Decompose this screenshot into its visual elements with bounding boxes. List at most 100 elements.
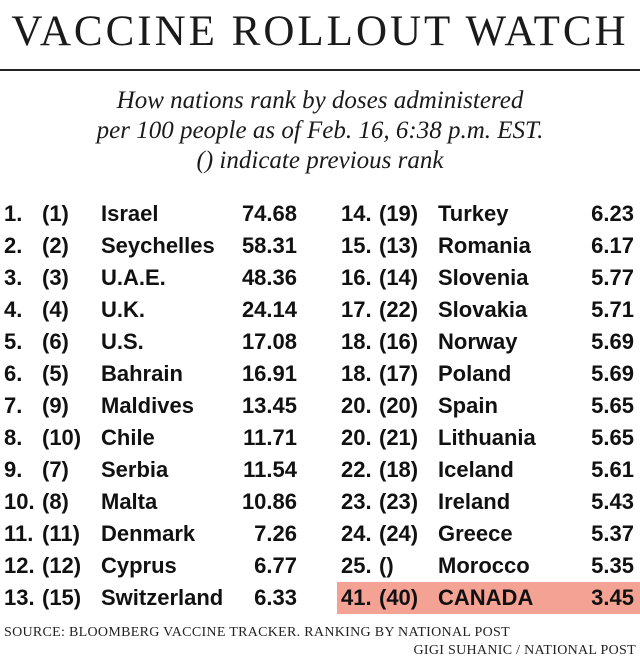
- country-name: Romania: [438, 233, 531, 258]
- doses-value: 3.45: [591, 585, 634, 610]
- country-name: Serbia: [101, 457, 169, 482]
- ranking-row: 22. (18) Iceland 5.61: [337, 454, 640, 486]
- source-note: SOURCE: BLOOMBERG VACCINE TRACKER. RANKI…: [4, 625, 510, 640]
- doses-value: 5.71: [591, 297, 634, 322]
- doses-value: 5.65: [591, 393, 634, 418]
- rank-number: 1.: [4, 201, 23, 226]
- ranking-row-highlighted: 41. (40) CANADA 3.45: [337, 582, 640, 614]
- ranking-row: 11. (11) Denmark 7.26: [0, 518, 303, 550]
- rank-number: 9.: [4, 457, 23, 482]
- doses-value: 6.77: [254, 553, 297, 578]
- country-name: Iceland: [438, 457, 514, 482]
- rank-number: 3.: [4, 265, 23, 290]
- previous-rank: (15): [42, 585, 82, 610]
- previous-rank: (): [379, 553, 394, 578]
- rank-number: 6.: [4, 361, 23, 386]
- doses-value: 7.26: [254, 521, 297, 546]
- previous-rank: (40): [379, 585, 419, 610]
- rank-number: 11.: [4, 521, 34, 546]
- doses-value: 5.77: [591, 265, 634, 290]
- rank-number: 7.: [4, 393, 23, 418]
- country-name: Turkey: [438, 201, 509, 226]
- doses-value: 6.17: [591, 233, 634, 258]
- previous-rank: (19): [379, 201, 419, 226]
- rank-number: 12.: [4, 553, 35, 578]
- country-name: Norway: [438, 329, 518, 354]
- previous-rank: (2): [42, 233, 69, 258]
- ranking-row: 17. (22) Slovakia 5.71: [337, 294, 640, 326]
- subtitle: How nations rank by doses administered p…: [0, 86, 640, 176]
- ranking-row: 6. (5) Bahrain 16.91: [0, 358, 303, 390]
- previous-rank: (11): [42, 521, 80, 546]
- previous-rank: (24): [379, 521, 419, 546]
- rank-number: 18.: [341, 329, 372, 354]
- country-name: U.A.E.: [101, 265, 166, 290]
- ranking-row: 18. (17) Poland 5.69: [337, 358, 640, 390]
- ranking-row: 23. (23) Ireland 5.43: [337, 486, 640, 518]
- previous-rank: (12): [42, 553, 82, 578]
- rank-number: 20.: [341, 393, 372, 418]
- rank-number: 25.: [341, 553, 372, 578]
- doses-value: 5.61: [591, 457, 634, 482]
- country-name: Morocco: [438, 553, 530, 578]
- previous-rank: (7): [42, 457, 69, 482]
- ranking-row: 20. (21) Lithuania 5.65: [337, 422, 640, 454]
- rank-number: 8.: [4, 425, 23, 450]
- country-name: CANADA: [438, 585, 534, 610]
- ranking-row: 8. (10) Chile 11.71: [0, 422, 303, 454]
- previous-rank: (6): [42, 329, 69, 354]
- previous-rank: (1): [42, 201, 69, 226]
- subtitle-line: () indicate previous rank: [196, 147, 444, 174]
- previous-rank: (3): [42, 265, 69, 290]
- country-name: Greece: [438, 521, 513, 546]
- country-name: Chile: [101, 425, 155, 450]
- country-name: Switzerland: [101, 585, 224, 610]
- credit-line: GIGI SUHANIC / NATIONAL POST: [413, 643, 636, 658]
- rank-number: 24.: [341, 521, 372, 546]
- country-name: Israel: [101, 201, 159, 226]
- ranking-row: 14. (19) Turkey 6.23: [337, 198, 640, 230]
- previous-rank: (4): [42, 297, 69, 322]
- country-name: Malta: [101, 489, 158, 514]
- ranking-row: 25. () Morocco 5.35: [337, 550, 640, 582]
- ranking-row: 24. (24) Greece 5.37: [337, 518, 640, 550]
- rank-number: 14.: [341, 201, 372, 226]
- ranking-row: 2. (2) Seychelles 58.31: [0, 230, 303, 262]
- previous-rank: (14): [379, 265, 419, 290]
- previous-rank: (17): [379, 361, 419, 386]
- country-name: Spain: [438, 393, 498, 418]
- country-name: Seychelles: [101, 233, 215, 258]
- rank-number: 23.: [341, 489, 372, 514]
- doses-value: 5.65: [591, 425, 634, 450]
- doses-value: 6.33: [254, 585, 297, 610]
- ranking-row: 20. (20) Spain 5.65: [337, 390, 640, 422]
- doses-value: 5.35: [591, 553, 634, 578]
- country-name: Lithuania: [438, 425, 536, 450]
- ranking-row: 18. (16) Norway 5.69: [337, 326, 640, 358]
- rank-number: 10.: [4, 489, 35, 514]
- subtitle-line: per 100 people as of Feb. 16, 6:38 p.m. …: [96, 117, 544, 144]
- doses-value: 24.14: [241, 297, 297, 322]
- country-name: Cyprus: [101, 553, 177, 578]
- ranking-row: 5. (6) U.S. 17.08: [0, 326, 303, 358]
- country-name: Slovenia: [438, 265, 529, 290]
- previous-rank: (20): [379, 393, 419, 418]
- previous-rank: (8): [42, 489, 69, 514]
- doses-value: 11.54: [243, 457, 297, 482]
- doses-value: 5.43: [591, 489, 634, 514]
- doses-value: 74.68: [241, 201, 297, 226]
- rank-number: 2.: [4, 233, 23, 258]
- rank-number: 22.: [341, 457, 372, 482]
- ranking-row: 12. (12) Cyprus 6.77: [0, 550, 303, 582]
- doses-value: 5.37: [591, 521, 634, 546]
- rank-number: 17.: [341, 297, 372, 322]
- ranking-row: 15. (13) Romania 6.17: [337, 230, 640, 262]
- rank-number: 18.: [341, 361, 372, 386]
- ranking-row: 7. (9) Maldives 13.45: [0, 390, 303, 422]
- ranking-row: 13. (15) Switzerland 6.33: [0, 582, 303, 614]
- doses-value: 5.69: [591, 329, 634, 354]
- country-name: Maldives: [101, 393, 194, 418]
- footer: SOURCE: BLOOMBERG VACCINE TRACKER. RANKI…: [0, 624, 640, 660]
- ranking-row: 16. (14) Slovenia 5.77: [337, 262, 640, 294]
- previous-rank: (5): [42, 361, 69, 386]
